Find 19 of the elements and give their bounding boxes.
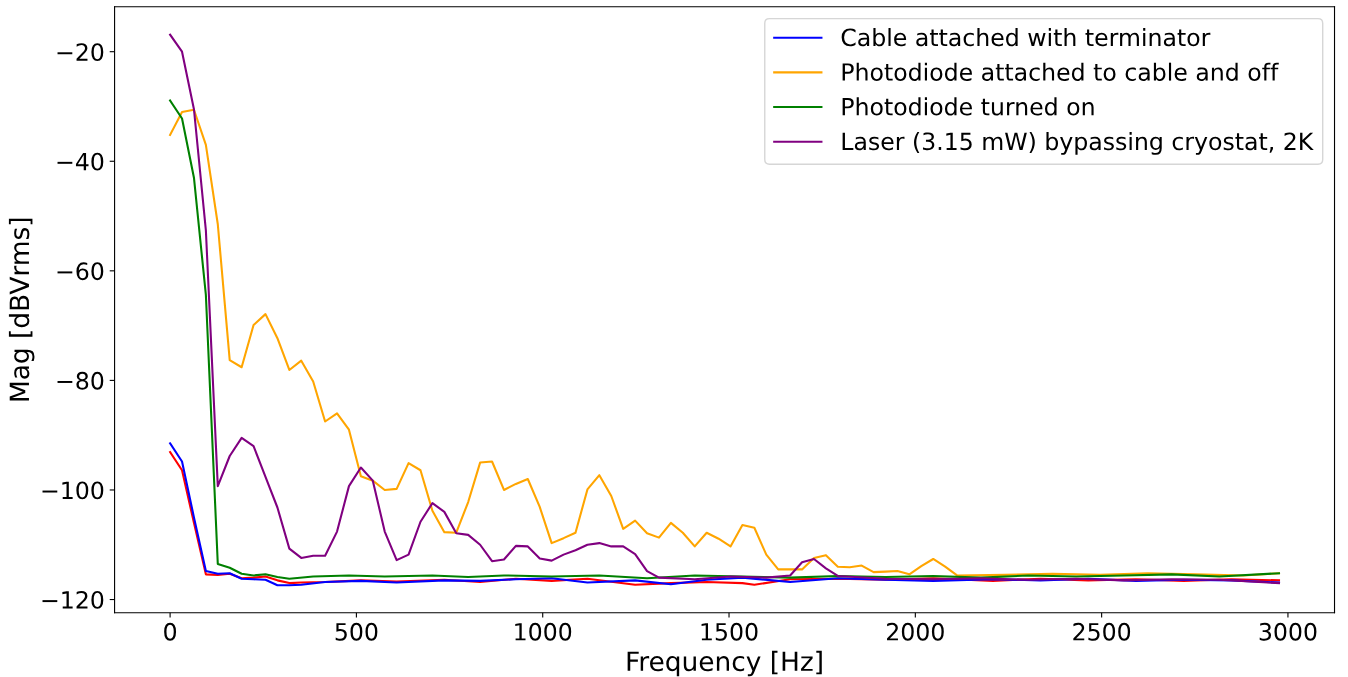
y-tick-label: −20 [57, 43, 104, 61]
x-tick-label: 3000 [1259, 622, 1317, 641]
legend-label: Photodiode attached to cable and off [842, 62, 1279, 81]
legend-label: Laser (3.15 mW) bypassing cryostat, 2K [842, 131, 1314, 155]
y-tick-label: −100 [42, 481, 104, 500]
legend-label: Photodiode turned on [842, 97, 1094, 116]
x-tick-label: 500 [335, 622, 378, 641]
x-axis-title: Frequency [Hz] [627, 650, 822, 677]
x-tick-label: 1000 [515, 622, 572, 641]
legend-label: Cable attached with terminator [841, 28, 1211, 47]
y-tick-label: −80 [57, 371, 104, 390]
x-tick-label: 2500 [1073, 622, 1131, 641]
y-tick-label: −40 [57, 152, 104, 171]
x-tick-label: 1500 [701, 622, 758, 641]
x-tick-label: 0 [164, 622, 177, 641]
y-tick-label: −60 [57, 262, 104, 281]
y-axis-title: Mag [dBVrms] [8, 218, 35, 401]
x-tick-label: 2000 [887, 622, 944, 641]
y-tick-label: −120 [42, 590, 104, 609]
